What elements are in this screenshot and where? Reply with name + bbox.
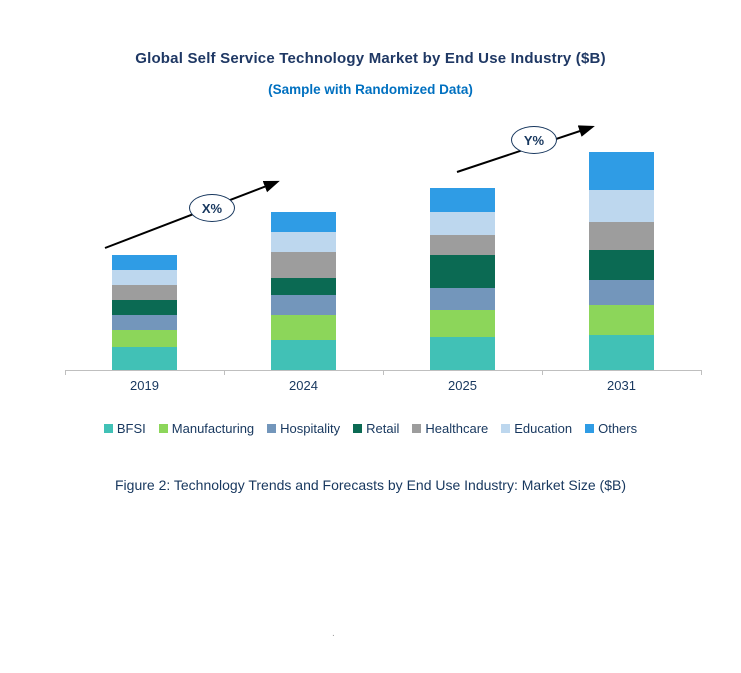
- legend-item-retail: Retail: [353, 421, 399, 436]
- segment-retail-2025: [430, 255, 495, 288]
- segment-retail-2031: [589, 250, 654, 280]
- chart-subtitle: (Sample with Randomized Data): [268, 82, 473, 97]
- x-axis-label-2031: 2031: [607, 378, 636, 393]
- x-axis-labels: 2019 2024 2025 2031: [65, 378, 701, 393]
- bar-slot-2025: [383, 120, 542, 370]
- segment-bfsi-2025: [430, 337, 495, 370]
- axis-tick: [701, 370, 702, 375]
- stacked-bar-2019: [112, 255, 177, 370]
- legend-label-others: Others: [598, 421, 638, 436]
- segment-manufacturing-2024: [271, 315, 336, 340]
- axis-tick: [65, 370, 66, 375]
- legend-item-healthcare: Healthcare: [412, 421, 488, 436]
- legend-item-bfsi: BFSI: [103, 421, 146, 436]
- segment-hospitality-2031: [589, 280, 654, 305]
- segment-healthcare-2024: [271, 252, 336, 278]
- legend-label-hospitality: Hospitality: [280, 421, 341, 436]
- stacked-bar-2031: [589, 152, 654, 370]
- stacked-bar-2025: [430, 188, 495, 370]
- trend-arrows: [104, 125, 595, 249]
- legend-label-manufacturing: Manufacturing: [171, 421, 255, 436]
- x-axis-label-2025: 2025: [448, 378, 477, 393]
- legend-swatch-bfsi: [103, 424, 113, 433]
- segment-bfsi-2024: [271, 340, 336, 370]
- legend: BFSI Manufacturing Hospitality Retail Health…: [0, 421, 741, 436]
- legend-item-education: Education: [501, 421, 572, 436]
- segment-manufacturing-2019: [112, 330, 177, 347]
- figure-caption: Figure 2: Technology Trends and Forecast…: [115, 477, 626, 493]
- segment-bfsi-2031: [589, 335, 654, 370]
- growth-label-x: X%: [189, 194, 235, 222]
- x-axis-label-2024: 2024: [289, 378, 318, 393]
- stacked-bars: [65, 120, 701, 370]
- segment-others-2031: [589, 152, 654, 190]
- bar-slot-2031: [542, 120, 701, 370]
- segment-education-2019: [112, 270, 177, 285]
- segment-education-2031: [589, 190, 654, 222]
- axis-tick: [383, 370, 384, 375]
- legend-label-retail: Retail: [366, 421, 400, 436]
- stray-dot: .: [332, 628, 335, 639]
- axis-tick: [224, 370, 225, 375]
- legend-label-bfsi: BFSI: [116, 421, 146, 436]
- x-axis-label-2019: 2019: [130, 378, 159, 393]
- legend-label-healthcare: Healthcare: [425, 421, 489, 436]
- legend-swatch-manufacturing: [158, 424, 168, 433]
- segment-bfsi-2019: [112, 347, 177, 370]
- growth-arrow-x: [104, 180, 280, 249]
- segment-manufacturing-2025: [430, 310, 495, 337]
- segment-hospitality-2019: [112, 315, 177, 330]
- chart-title: Global Self Service Technology Market by…: [135, 50, 606, 67]
- segment-hospitality-2025: [430, 288, 495, 310]
- plot-area: X% Y%: [65, 120, 701, 371]
- axis-tick: [542, 370, 543, 375]
- segment-manufacturing-2031: [589, 305, 654, 335]
- segment-healthcare-2019: [112, 285, 177, 300]
- x-axis-ticks: [65, 370, 702, 375]
- segment-healthcare-2025: [430, 235, 495, 255]
- legend-swatch-retail: [353, 424, 363, 433]
- segment-others-2019: [112, 255, 177, 270]
- stacked-bar-2024: [271, 212, 336, 370]
- bar-slot-2024: [224, 120, 383, 370]
- legend-item-manufacturing: Manufacturing: [158, 421, 255, 436]
- legend-item-others: Others: [585, 421, 637, 436]
- segment-retail-2024: [271, 278, 336, 295]
- legend-swatch-education: [501, 424, 511, 433]
- segment-education-2025: [430, 212, 495, 235]
- bar-slot-2019: [65, 120, 224, 370]
- legend-swatch-hospitality: [267, 424, 277, 433]
- segment-healthcare-2031: [589, 222, 654, 250]
- legend-item-hospitality: Hospitality: [267, 421, 340, 436]
- legend-swatch-healthcare: [412, 424, 422, 433]
- legend-swatch-others: [585, 424, 595, 433]
- segment-hospitality-2024: [271, 295, 336, 315]
- growth-label-y: Y%: [511, 126, 557, 154]
- segment-retail-2019: [112, 300, 177, 315]
- segment-others-2025: [430, 188, 495, 212]
- segment-education-2024: [271, 232, 336, 252]
- segment-others-2024: [271, 212, 336, 232]
- legend-label-education: Education: [514, 421, 573, 436]
